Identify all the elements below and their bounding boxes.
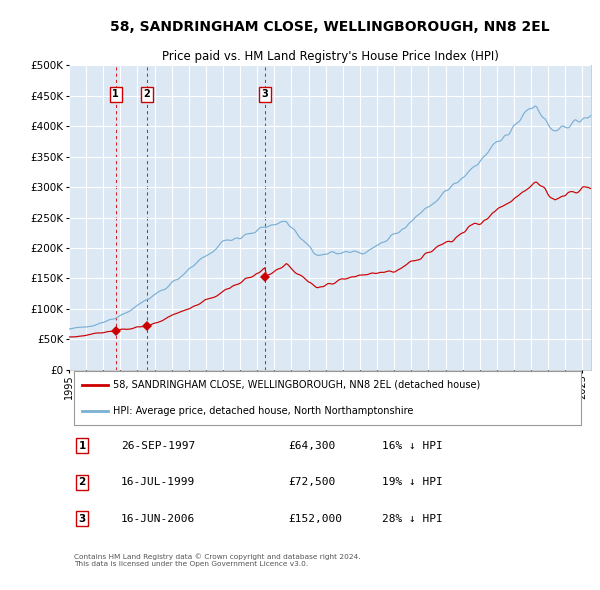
Text: 16% ↓ HPI: 16% ↓ HPI [382,441,443,451]
Text: £64,300: £64,300 [288,441,335,451]
Text: Contains HM Land Registry data © Crown copyright and database right 2024.
This d: Contains HM Land Registry data © Crown c… [74,553,361,567]
Text: 3: 3 [262,89,269,99]
Text: Price paid vs. HM Land Registry's House Price Index (HPI): Price paid vs. HM Land Registry's House … [161,50,499,63]
Text: 1: 1 [79,441,86,451]
Text: 1: 1 [112,89,119,99]
Text: 58, SANDRINGHAM CLOSE, WELLINGBOROUGH, NN8 2EL (detached house): 58, SANDRINGHAM CLOSE, WELLINGBOROUGH, N… [113,380,481,390]
FancyBboxPatch shape [74,372,581,425]
Text: 2: 2 [79,477,86,487]
Text: 3: 3 [79,514,86,524]
Text: £152,000: £152,000 [288,514,342,524]
Text: 26-SEP-1997: 26-SEP-1997 [121,441,196,451]
Text: HPI: Average price, detached house, North Northamptonshire: HPI: Average price, detached house, Nort… [113,406,414,416]
Text: 19% ↓ HPI: 19% ↓ HPI [382,477,443,487]
Text: £72,500: £72,500 [288,477,335,487]
Text: 16-JUL-1999: 16-JUL-1999 [121,477,196,487]
Text: 28% ↓ HPI: 28% ↓ HPI [382,514,443,524]
Text: 58, SANDRINGHAM CLOSE, WELLINGBOROUGH, NN8 2EL: 58, SANDRINGHAM CLOSE, WELLINGBOROUGH, N… [110,21,550,34]
Text: 16-JUN-2006: 16-JUN-2006 [121,514,196,524]
Text: 2: 2 [143,89,150,99]
